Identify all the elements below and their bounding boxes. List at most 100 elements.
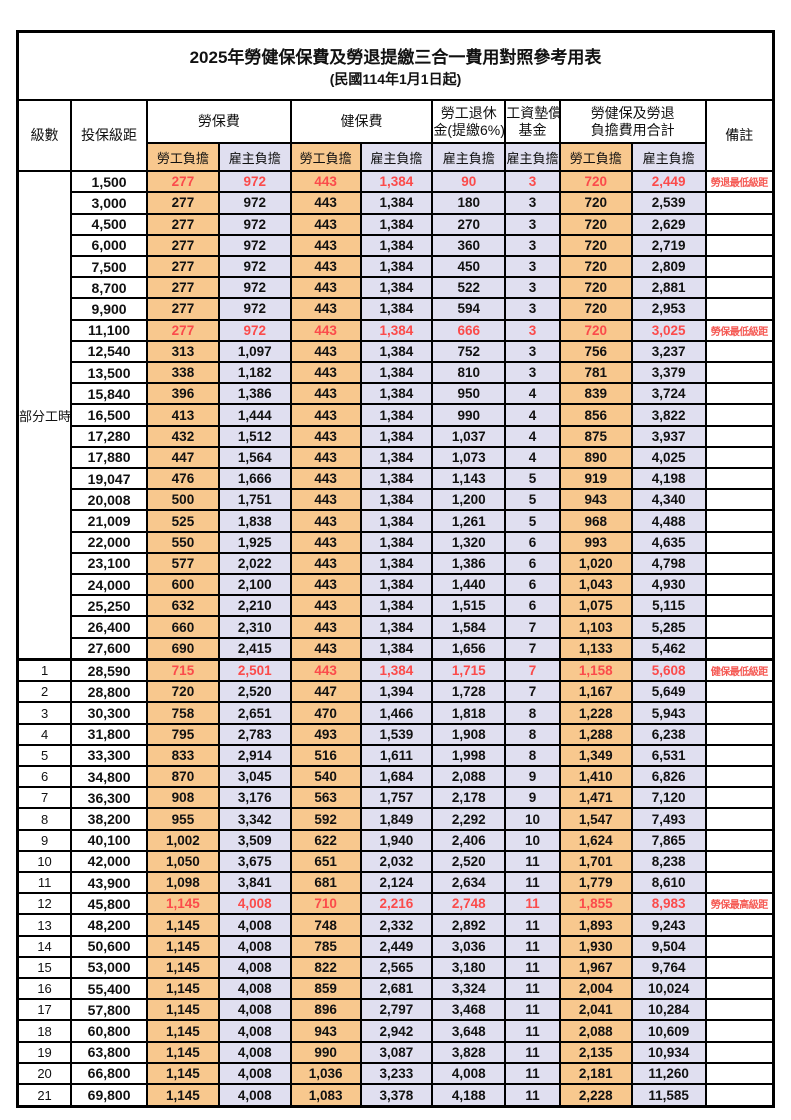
table-row: 17,280 432 1,512 443 1,384 1,037 4 875 3,937: [18, 424, 775, 448]
fee-cell: 1,384: [359, 657, 434, 683]
fee-cell: 2,004: [558, 977, 633, 1001]
fee-cell: 5,462: [630, 636, 707, 661]
level-cell: 20: [16, 1061, 73, 1086]
col-header-remark: 備註: [704, 99, 775, 173]
table-row: 19,047 476 1,666 443 1,384 1,143 5 919 4,198: [18, 467, 775, 491]
fee-cell: 720: [558, 318, 633, 342]
fee-cell: 9,764: [630, 955, 707, 980]
fee-cell: 11: [504, 892, 561, 916]
fee-cell: 5,115: [630, 594, 707, 618]
fee-cell: 443: [289, 551, 362, 576]
fee-cell: 1,611: [359, 743, 434, 768]
fee-cell: 2,088: [431, 765, 507, 789]
level-cell: 8: [16, 807, 73, 831]
fee-cell: 2,041: [558, 998, 633, 1022]
fee-cell: 2,748: [431, 892, 507, 916]
fee-cell: 1,384: [359, 488, 434, 512]
fee-cell: 1,386: [431, 551, 507, 576]
fee-cell: 6,826: [630, 765, 707, 789]
fee-cell: 1,384: [359, 191, 434, 215]
fee-cell: 3,724: [630, 382, 707, 406]
bracket-cell: 20,008: [70, 488, 149, 512]
fee-cell: 972: [217, 170, 292, 194]
fee-cell: 447: [289, 680, 362, 704]
subheader-employee: 勞工負擔: [558, 141, 633, 173]
remark-cell: [704, 849, 775, 874]
fee-cell: 443: [289, 233, 362, 257]
fee-cell: 443: [289, 170, 362, 194]
table-row: 25,250 632 2,210 443 1,384 1,515 6 1,075 5,115: [18, 594, 775, 618]
fee-cell: 277: [146, 297, 220, 321]
fee-cell: 2,406: [431, 828, 507, 852]
fee-cell: 443: [289, 509, 362, 533]
fee-cell: 1,145: [146, 1061, 220, 1086]
remark-cell: [704, 276, 775, 300]
fee-cell: 4,008: [217, 1083, 292, 1108]
fee-cell: 1,925: [217, 530, 292, 554]
level-cell: 15: [16, 955, 73, 980]
fee-cell: 1,547: [558, 807, 633, 831]
bracket-cell: 13,500: [70, 360, 149, 385]
fee-cell: 4,008: [217, 1040, 292, 1064]
fee-cell: 8,238: [630, 849, 707, 874]
fee-cell: 2,953: [630, 297, 707, 321]
fee-cell: 493: [289, 722, 362, 746]
table-row: 15 53,000 1,145 4,008 822 2,565 3,180 11 1,967 9,…: [16, 955, 775, 980]
fee-cell: 748: [289, 913, 362, 937]
fee-cell: 5: [504, 509, 561, 533]
fee-cell: 10,284: [630, 998, 707, 1022]
fee-cell: 1,384: [359, 212, 434, 236]
header-row-top: 級數 投保級距 勞保費 健保費 勞工退休 金(提繳6%) 工資墊償 基金 勞健保及勞…: [16, 99, 775, 173]
fee-cell: 3,237: [630, 339, 707, 364]
fee-cell: 1,818: [431, 701, 507, 725]
fee-cell: 443: [289, 530, 362, 554]
fee-cell: 1,930: [558, 934, 633, 958]
bracket-cell: 30,300: [70, 701, 149, 725]
fee-cell: 4: [504, 382, 561, 406]
remark-cell: [704, 786, 775, 810]
fee-cell: 622: [289, 828, 362, 852]
fee-cell: 7,493: [630, 807, 707, 831]
fee-cell: 6: [504, 551, 561, 576]
fee-cell: 4,635: [630, 530, 707, 554]
fee-cell: 338: [146, 360, 220, 385]
fee-cell: 2,629: [630, 212, 707, 236]
fee-cell: 1,133: [558, 636, 633, 661]
fee-cell: 2,539: [630, 191, 707, 215]
fee-cell: 839: [558, 382, 633, 406]
fee-cell: 443: [289, 254, 362, 279]
table-row: 部分工時 1,500 277 972 443 1,384 90 3 720 2,449 勞退最低級距: [16, 170, 775, 661]
fee-cell: 752: [431, 339, 507, 364]
page-subtitle: (民國114年1月1日起): [329, 70, 462, 87]
fee-cell: 2,210: [217, 594, 292, 618]
fee-cell: 2,228: [558, 1083, 633, 1108]
fee-cell: 396: [146, 382, 220, 406]
fee-cell: 3,342: [217, 807, 292, 831]
fee-cell: 2,100: [217, 573, 292, 597]
fee-cell: 3: [504, 276, 561, 300]
bracket-cell: 22,000: [70, 530, 149, 554]
fee-cell: 3,180: [431, 955, 507, 980]
bracket-cell: 19,047: [70, 467, 149, 491]
bracket-cell: 69,800: [70, 1083, 149, 1108]
fee-cell: 1,145: [146, 955, 220, 980]
remark-cell: [704, 339, 775, 364]
fee-cell: 1,073: [431, 445, 507, 470]
fee-cell: 443: [289, 573, 362, 597]
bracket-cell: 26,400: [70, 615, 149, 639]
fee-cell: 4,198: [630, 467, 707, 491]
fee-cell: 5,285: [630, 615, 707, 639]
fee-cell: 1,512: [217, 424, 292, 448]
fee-cell: 5: [504, 488, 561, 512]
bracket-cell: 33,300: [70, 743, 149, 768]
table-row: 1 28,590 715 2,501 443 1,384 1,715 7 1,158 5,608 健…: [16, 657, 775, 683]
fee-cell: 3: [504, 339, 561, 364]
fee-cell: 1,715: [431, 657, 507, 683]
fee-cell: 3,378: [359, 1083, 434, 1108]
fee-cell: 2,449: [630, 170, 707, 194]
fee-cell: 5: [504, 467, 561, 491]
level-cell: 9: [16, 828, 73, 852]
fee-cell: 9: [504, 786, 561, 810]
fee-cell: 2,942: [359, 1019, 434, 1043]
table-row: 14 50,600 1,145 4,008 785 2,449 3,036 11 1,930 9,…: [16, 934, 775, 958]
